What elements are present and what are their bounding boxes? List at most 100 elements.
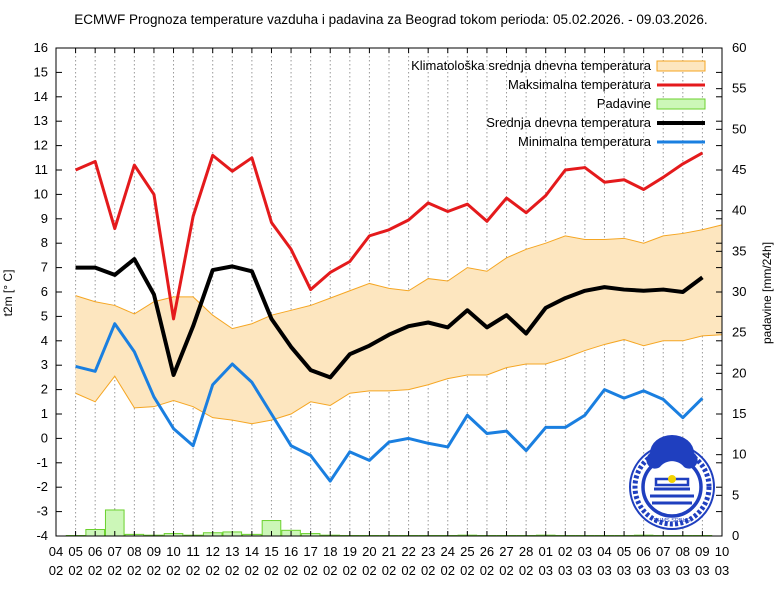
axes: 161514131211109876543210-1-2-3-460555045… xyxy=(34,40,747,578)
temperature-lines xyxy=(74,151,704,483)
mean-temp-line xyxy=(75,257,704,380)
x-tick-label-month: 02 xyxy=(88,563,102,578)
y-tick-label: 6 xyxy=(41,284,48,299)
y2-tick-label: 40 xyxy=(732,203,746,218)
x-tick-label-day: 22 xyxy=(401,544,415,559)
x-tick-label-day: 26 xyxy=(480,544,494,559)
x-tick-label-month: 02 xyxy=(480,563,494,578)
x-tick-label-month: 02 xyxy=(382,563,396,578)
x-tick-label-day: 14 xyxy=(245,544,259,559)
y2-tick-label: 0 xyxy=(732,528,739,543)
y-tick-label: 1 xyxy=(41,406,48,421)
x-tick-label-day: 24 xyxy=(441,544,455,559)
y-tick-label: -3 xyxy=(36,504,48,519)
x-tick-label-month: 02 xyxy=(519,563,533,578)
x-tick-label-month: 03 xyxy=(656,563,670,578)
x-tick-label-day: 17 xyxy=(303,544,317,559)
x-tick-label-day: 06 xyxy=(636,544,650,559)
x-tick-label-day: 10 xyxy=(715,544,729,559)
y-tick-label: 10 xyxy=(34,186,48,201)
x-tick-label-month: 03 xyxy=(617,563,631,578)
y2-tick-label: 50 xyxy=(732,121,746,136)
legend-swatch-bar xyxy=(656,98,706,110)
x-tick-label-day: 28 xyxy=(519,544,533,559)
x-tick-label-day: 19 xyxy=(343,544,357,559)
x-tick-label-month: 02 xyxy=(499,563,513,578)
y-tick-label: 16 xyxy=(34,40,48,55)
y2-tick-label: 35 xyxy=(732,243,746,258)
x-tick-label-month: 02 xyxy=(127,563,141,578)
logo-caption: RHMS SRBIJE xyxy=(654,518,691,524)
x-tick-label-month: 02 xyxy=(245,563,259,578)
y2-tick-label: 5 xyxy=(732,487,739,502)
min-temp-line xyxy=(75,322,704,483)
y2-tick-label: 10 xyxy=(732,447,746,462)
y-tick-label: -2 xyxy=(36,479,48,494)
x-tick-label-day: 02 xyxy=(558,544,572,559)
y2-tick-label: 45 xyxy=(732,162,746,177)
x-tick-label-day: 08 xyxy=(127,544,141,559)
y-tick-label: 4 xyxy=(41,333,48,348)
legend-label: Minimalna temperatura xyxy=(518,134,652,149)
chart-title: ECMWF Prognoza temperature vazduha i pad… xyxy=(74,12,707,27)
y-tick-label: -4 xyxy=(36,528,48,543)
x-tick-label-month: 03 xyxy=(715,563,729,578)
y-tick-label: 13 xyxy=(34,113,48,128)
legend: Klimatološka srednja dnevna temperatura M… xyxy=(411,58,706,149)
x-tick-label-month: 02 xyxy=(225,563,239,578)
x-tick-label-month: 02 xyxy=(460,563,474,578)
rhms-logo: RHMS SRBIJE xyxy=(629,435,715,530)
y-tick-label: 14 xyxy=(34,89,48,104)
x-tick-label-day: 09 xyxy=(147,544,161,559)
x-tick-label-month: 02 xyxy=(421,563,435,578)
climatology-band-upper xyxy=(75,224,723,330)
x-tick-label-day: 11 xyxy=(186,544,200,559)
x-tick-label-month: 02 xyxy=(343,563,357,578)
legend-label: Padavine xyxy=(597,96,651,111)
y-tick-label: 8 xyxy=(41,235,48,250)
x-tick-label-day: 04 xyxy=(49,544,63,559)
x-tick-label-day: 05 xyxy=(617,544,631,559)
x-tick-label-day: 21 xyxy=(382,544,396,559)
x-tick-label-day: 07 xyxy=(656,544,670,559)
max-temp-line xyxy=(74,151,704,321)
x-tick-label-day: 01 xyxy=(538,544,552,559)
x-tick-label-day: 09 xyxy=(695,544,709,559)
y2-tick-label: 15 xyxy=(732,406,746,421)
y-tick-label: 7 xyxy=(41,260,48,275)
x-tick-label-month: 03 xyxy=(676,563,690,578)
y2-tick-label: 20 xyxy=(732,365,746,380)
x-tick-label-day: 18 xyxy=(323,544,337,559)
y-tick-label: 11 xyxy=(35,162,49,177)
y2-tick-label: 30 xyxy=(732,284,746,299)
x-tick-label-month: 02 xyxy=(205,563,219,578)
x-tick-label-month: 03 xyxy=(558,563,572,578)
y-tick-label: 5 xyxy=(41,308,48,323)
x-tick-label-month: 02 xyxy=(68,563,82,578)
legend-label: Klimatološka srednja dnevna temperatura xyxy=(411,58,652,73)
y-tick-label: 3 xyxy=(41,357,48,372)
x-tick-label-day: 06 xyxy=(88,544,102,559)
y-axis-label: t2m [° C] xyxy=(1,270,15,317)
x-tick-label-month: 03 xyxy=(636,563,650,578)
x-tick-label-month: 02 xyxy=(186,563,200,578)
y2-tick-label: 60 xyxy=(732,40,746,55)
y-tick-label: 2 xyxy=(41,382,48,397)
x-tick-label-month: 02 xyxy=(362,563,376,578)
x-tick-label-month: 02 xyxy=(401,563,415,578)
x-tick-label-month: 03 xyxy=(538,563,552,578)
x-tick-label-day: 13 xyxy=(225,544,239,559)
x-tick-label-day: 25 xyxy=(460,544,474,559)
x-tick-label-month: 02 xyxy=(284,563,298,578)
y2-tick-label: 25 xyxy=(732,325,746,340)
y2-axis-label: padavine [mm/24h] xyxy=(760,242,774,344)
x-tick-label-month: 02 xyxy=(108,563,122,578)
x-tick-label-day: 15 xyxy=(264,544,278,559)
x-tick-label-day: 05 xyxy=(68,544,82,559)
x-tick-label-month: 03 xyxy=(695,563,709,578)
x-tick-label-month: 02 xyxy=(49,563,63,578)
x-tick-label-month: 02 xyxy=(264,563,278,578)
x-tick-label-day: 12 xyxy=(205,544,219,559)
